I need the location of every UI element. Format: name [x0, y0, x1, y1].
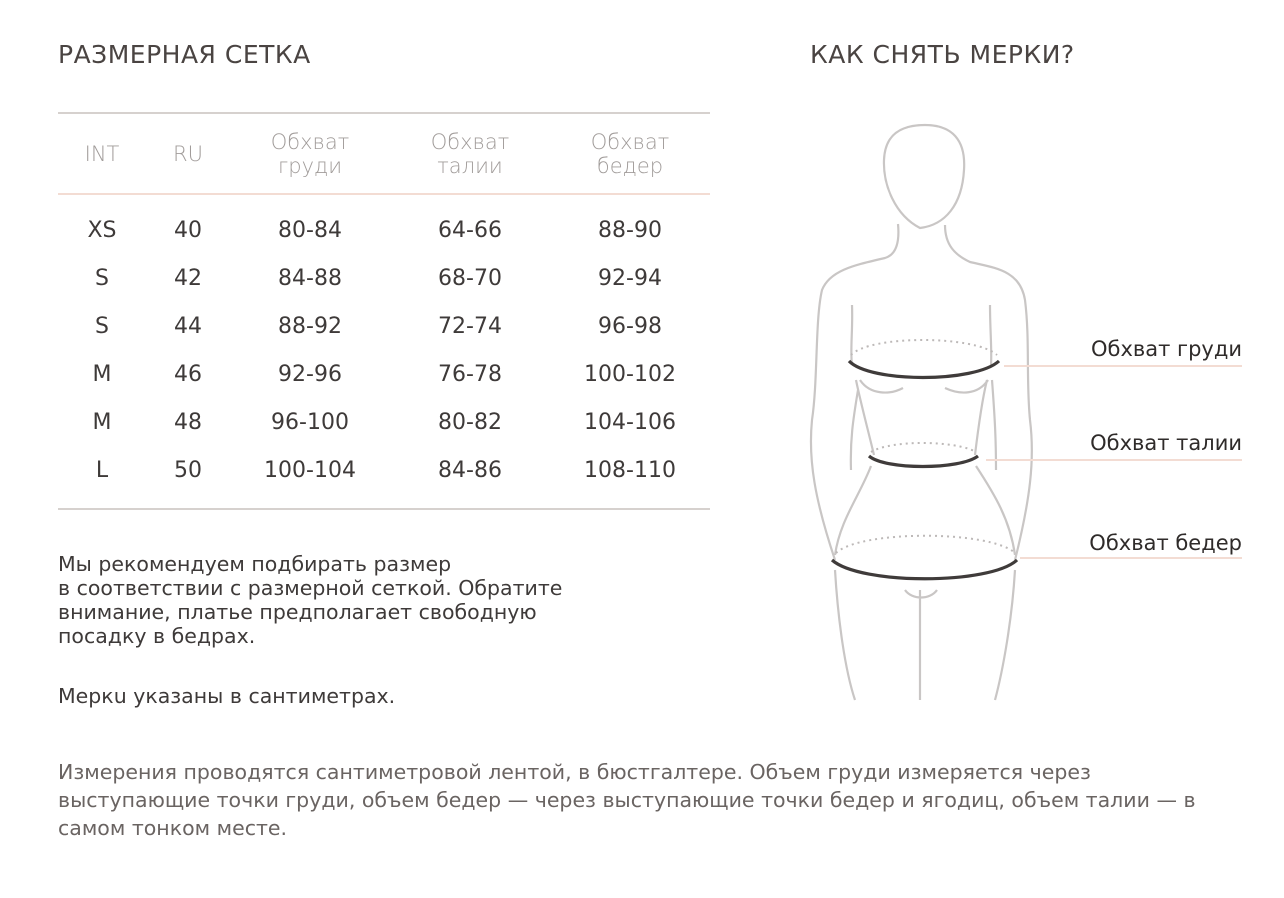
measure-title: КАК СНЯТЬ МЕРКИ? [810, 40, 1075, 69]
header-line: Обхват [430, 130, 510, 154]
header-hips: Обхват бедер [560, 130, 700, 178]
recommendation-line: в соответствии с размерной сеткой. Обрат… [58, 576, 563, 600]
footnote: Измерения проводятся сантиметровой ленто… [58, 760, 1196, 840]
label-waist: Обхват талии [1090, 431, 1242, 455]
cell-hips: 100-102 [584, 362, 676, 387]
size-chart-title: РАЗМЕРНАЯ СЕТКА [58, 40, 311, 69]
cell-hips: 108-110 [584, 458, 676, 483]
tape-back-lines [835, 339, 1016, 554]
cell-int: L [95, 458, 109, 483]
header-line: INT [84, 142, 120, 166]
cell-int: M [92, 362, 112, 387]
cell-waist: 72-74 [438, 314, 502, 339]
cell-waist: 80-82 [438, 410, 502, 435]
recommendation-text: Мы рекомендуем подбирать размер в соотве… [58, 552, 562, 648]
recommendation-line: посадку в бедрах. [58, 624, 256, 648]
cell-waist: 84-86 [438, 458, 502, 483]
header-ru: RU [118, 142, 258, 166]
cell-hips: 92-94 [598, 266, 662, 291]
cell-hips: 88-90 [598, 218, 662, 243]
recommendation-line: внимание, платье предполагает свободную [58, 600, 537, 624]
header-line: Обхват [590, 130, 670, 154]
cell-ru: 44 [174, 314, 202, 339]
table-header-rule [58, 193, 710, 195]
cell-hips: 104-106 [584, 410, 676, 435]
label-chest: Обхват груди [1090, 337, 1242, 361]
header-line: бедер [596, 154, 664, 178]
header-chest: Обхват груди [240, 130, 380, 178]
cell-chest: 88-92 [278, 314, 342, 339]
cell-int: M [92, 410, 112, 435]
cell-int: XS [87, 218, 117, 243]
table-top-rule [58, 112, 710, 114]
label-hips: Обхват бедер [1089, 531, 1242, 555]
cell-chest: 92-96 [278, 362, 342, 387]
tape-front-lines [830, 359, 1019, 581]
header-line: груди [277, 154, 343, 178]
cell-hips: 96-98 [598, 314, 662, 339]
units-note: Меркu указаны в сантиметрах. [58, 684, 396, 708]
cell-ru: 40 [174, 218, 202, 243]
cell-waist: 76-78 [438, 362, 502, 387]
header-line: RU [173, 142, 203, 166]
label-leader-lines [986, 365, 1242, 559]
cell-ru: 42 [174, 266, 202, 291]
cell-ru: 48 [174, 410, 202, 435]
cell-waist: 68-70 [438, 266, 502, 291]
header-int: INT [32, 142, 172, 166]
table-bottom-rule [58, 508, 710, 510]
cell-int: S [95, 314, 109, 339]
cell-chest: 100-104 [264, 458, 356, 483]
cell-waist: 64-66 [438, 218, 502, 243]
recommendation-line: Мы рекомендуем подбирать размер [58, 552, 452, 576]
header-waist: Обхват талии [400, 130, 540, 178]
cell-int: S [95, 266, 109, 291]
header-line: талии [437, 154, 503, 178]
cell-ru: 50 [174, 458, 202, 483]
cell-ru: 46 [174, 362, 202, 387]
cell-chest: 84-88 [278, 266, 342, 291]
cell-chest: 80-84 [278, 218, 342, 243]
body-outline [809, 123, 1033, 701]
header-line: Обхват [270, 130, 350, 154]
cell-chest: 96-100 [271, 410, 349, 435]
